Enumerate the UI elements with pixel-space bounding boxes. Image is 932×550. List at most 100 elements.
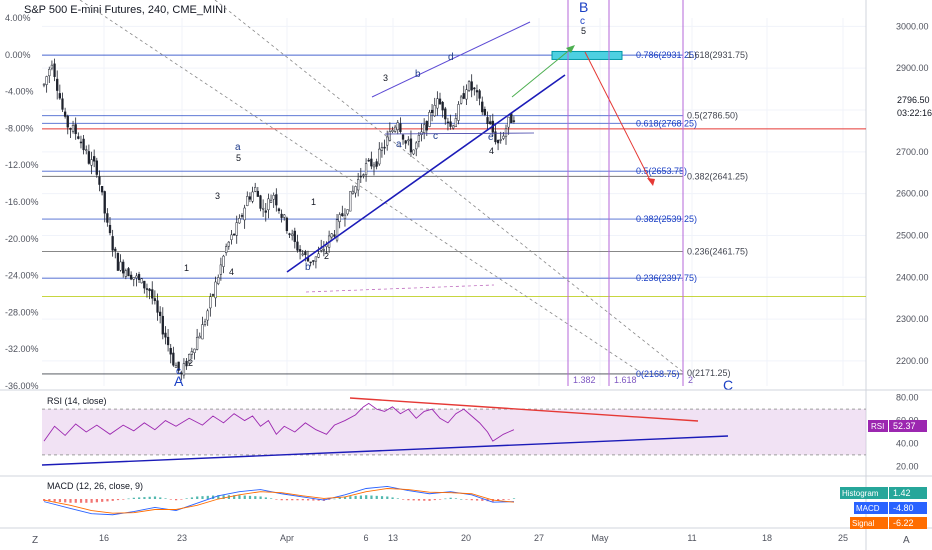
candle-body bbox=[222, 255, 225, 267]
candle-body bbox=[391, 130, 394, 132]
candle-body bbox=[388, 131, 391, 141]
candle-body bbox=[53, 63, 56, 77]
macd-tag-label: Signal bbox=[852, 519, 874, 528]
macd-histogram-bar bbox=[217, 495, 220, 499]
candle-body bbox=[135, 275, 138, 279]
macd-histogram-bar bbox=[444, 498, 447, 500]
macd-histogram-bar bbox=[196, 496, 199, 499]
candle-body bbox=[148, 288, 151, 292]
macd-histogram-bar bbox=[248, 495, 252, 499]
countdown-label: 03:22:16 bbox=[897, 108, 932, 118]
price-tick-label: 2500.00 bbox=[896, 230, 929, 240]
macd-value-bg bbox=[889, 517, 927, 529]
percent-tick-label: -16.00% bbox=[5, 197, 39, 207]
rsi-support-line bbox=[41, 435, 729, 466]
macd-histogram-bar bbox=[343, 496, 347, 499]
percent-tick-label: 4.00% bbox=[5, 13, 31, 23]
fib-label-left: 0(2168.75) bbox=[636, 369, 680, 379]
candle-body bbox=[280, 213, 283, 218]
macd-histogram-bar bbox=[460, 499, 463, 500]
macd-histogram-bar bbox=[106, 499, 109, 502]
macd-histogram-bar bbox=[391, 497, 394, 499]
candle-body bbox=[425, 120, 428, 131]
candle-body bbox=[238, 218, 241, 224]
macd-histogram-bar bbox=[359, 495, 362, 499]
candle-body bbox=[412, 149, 415, 155]
percent-tick-label: 0.00% bbox=[5, 50, 31, 60]
macd-histogram-bar bbox=[497, 499, 500, 501]
price-tick-label: 2300.00 bbox=[896, 314, 929, 324]
candle-body bbox=[459, 96, 463, 104]
macd-histogram-bar bbox=[365, 495, 368, 499]
wave-label-e: e bbox=[488, 132, 494, 143]
percent-tick-label: -12.00% bbox=[5, 160, 39, 170]
candle-body bbox=[206, 310, 209, 321]
candle-body bbox=[156, 300, 159, 313]
candle-body bbox=[195, 336, 199, 350]
candle-body bbox=[63, 111, 67, 117]
candle-body bbox=[423, 124, 426, 133]
macd-tag-label: MACD bbox=[856, 504, 880, 513]
candle-body bbox=[346, 209, 349, 215]
candle-body bbox=[335, 219, 339, 241]
candle-body bbox=[66, 115, 69, 128]
corner-left-label[interactable]: Z bbox=[32, 535, 39, 546]
candle-body bbox=[166, 336, 170, 346]
candle-body bbox=[285, 217, 289, 231]
macd-histogram-bar bbox=[417, 499, 421, 501]
macd-histogram-bar bbox=[122, 499, 125, 500]
macd-histogram-bar bbox=[270, 498, 273, 499]
corner-right-label[interactable]: A bbox=[903, 535, 910, 546]
candle-body bbox=[193, 348, 196, 354]
candle-body bbox=[309, 261, 312, 264]
wave-label-2: 2 bbox=[188, 358, 193, 368]
macd-histogram-bar bbox=[180, 499, 183, 500]
macd-histogram-bar bbox=[201, 496, 204, 499]
candle-body bbox=[301, 253, 304, 256]
candle-body bbox=[333, 234, 336, 237]
percent-tick-label: -8.00% bbox=[5, 123, 34, 133]
candle-body bbox=[56, 78, 59, 91]
macd-histogram-bar bbox=[370, 495, 373, 499]
candle-body bbox=[69, 128, 72, 130]
wave-label-5: 5 bbox=[236, 153, 241, 163]
candle-body bbox=[317, 253, 320, 258]
candle-body bbox=[496, 140, 500, 144]
macd-tag-label: Histogram bbox=[842, 489, 879, 498]
candle-body bbox=[267, 198, 270, 211]
macd-histogram-bar bbox=[439, 499, 442, 500]
macd-histogram-bar bbox=[475, 499, 479, 501]
macd-histogram-bar bbox=[338, 497, 341, 499]
price-panel[interactable] bbox=[42, 18, 866, 386]
candle-body bbox=[330, 233, 333, 238]
candle-body bbox=[132, 277, 135, 280]
wave-label-3: 3 bbox=[383, 73, 388, 83]
candle-body bbox=[370, 158, 373, 167]
candle-body bbox=[512, 120, 516, 122]
macd-histogram-bar bbox=[275, 499, 278, 500]
price-tick-label: 2400.00 bbox=[896, 272, 929, 282]
macd-histogram-bar bbox=[428, 499, 431, 501]
candle-body bbox=[351, 190, 355, 194]
candle-body bbox=[74, 124, 77, 135]
candle-body bbox=[140, 278, 143, 284]
candle-body bbox=[225, 246, 228, 253]
macd-tag-bg bbox=[840, 487, 888, 499]
macd-histogram-bar bbox=[502, 499, 505, 500]
candle-body bbox=[473, 87, 476, 90]
candle-body bbox=[486, 117, 489, 124]
macd-tag-bg bbox=[854, 502, 888, 514]
rsi-tag-bg bbox=[868, 420, 888, 432]
macd-histogram-bar bbox=[175, 499, 178, 501]
fib-label-left: 0.618(2768.25) bbox=[636, 118, 697, 128]
wave-label-c: c bbox=[433, 131, 438, 142]
candle-body bbox=[209, 296, 212, 309]
x-axis-tick-label: 16 bbox=[99, 533, 109, 543]
candle-body bbox=[494, 131, 497, 143]
macd-histogram-bar bbox=[449, 497, 452, 499]
wave-label-B: B bbox=[579, 0, 588, 15]
candle-body bbox=[217, 277, 220, 284]
candle-body bbox=[153, 298, 157, 301]
fib-label-left: 0.5(2653.75) bbox=[636, 166, 687, 176]
